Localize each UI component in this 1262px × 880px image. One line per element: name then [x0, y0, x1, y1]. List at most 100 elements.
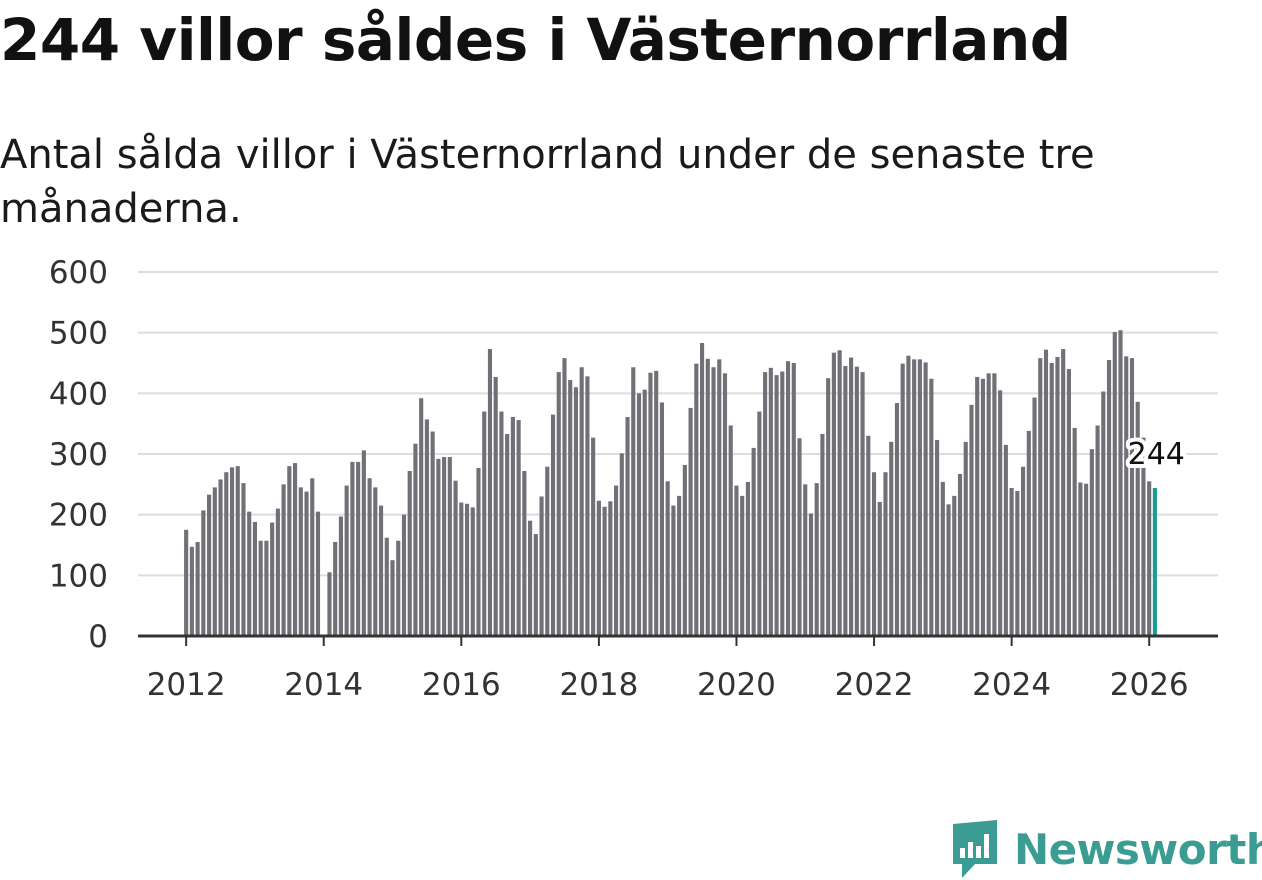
bar [573, 387, 579, 636]
chart-subtitle: Antal sålda villor i Västernorrland unde… [0, 132, 1095, 232]
bar [843, 366, 848, 636]
bar [522, 470, 527, 636]
bar [464, 503, 470, 636]
bar [957, 474, 963, 636]
bar [1021, 466, 1026, 636]
bar [1032, 397, 1037, 636]
bar [757, 411, 762, 636]
bar [831, 352, 836, 636]
bar [780, 371, 785, 636]
bar [453, 480, 458, 636]
bar [356, 461, 361, 636]
bar [917, 359, 922, 636]
bar [814, 483, 819, 636]
x-tick-label: 2020 [697, 667, 776, 703]
bar [373, 487, 378, 636]
bar [1038, 358, 1043, 636]
bar [344, 485, 349, 636]
bar [820, 433, 825, 636]
y-tick-label: 200 [49, 498, 108, 534]
bar [705, 358, 710, 636]
bar [487, 349, 493, 636]
bar [545, 466, 550, 636]
highlight-value-label: 244 [1128, 437, 1185, 472]
bar [258, 540, 263, 636]
bar [1084, 483, 1089, 636]
bar [631, 367, 636, 636]
newsworthy-logo-icon [953, 820, 997, 878]
bar [1141, 437, 1146, 636]
bar [877, 501, 882, 636]
bar [1066, 369, 1071, 636]
bar [270, 522, 275, 636]
bar [963, 441, 968, 636]
bar [470, 507, 475, 636]
bar [642, 389, 647, 636]
x-tick-label: 2022 [835, 667, 914, 703]
x-tick-label: 2014 [284, 667, 363, 703]
bar [1009, 487, 1014, 636]
bar [998, 390, 1003, 636]
bar [980, 378, 985, 636]
bar [287, 466, 292, 636]
bar [797, 438, 802, 636]
bar [768, 367, 773, 636]
bar [654, 370, 659, 636]
bar [241, 483, 246, 636]
bar [740, 495, 745, 636]
bar [184, 529, 189, 636]
bar [591, 437, 596, 636]
y-tick-label: 0 [88, 619, 108, 655]
bar [327, 572, 332, 636]
bar [310, 478, 315, 636]
bar [871, 472, 877, 636]
bar [224, 472, 229, 636]
bar [264, 540, 269, 636]
bar [854, 366, 859, 636]
bar [751, 447, 756, 636]
bar [711, 367, 716, 636]
bar [476, 467, 481, 636]
bar [338, 516, 343, 636]
bar [665, 481, 670, 636]
bar [608, 501, 613, 636]
bar [1147, 481, 1152, 636]
y-tick-label: 400 [49, 376, 108, 412]
bar [367, 478, 372, 636]
bar [247, 511, 252, 636]
brand-name: Newsworthy [1014, 824, 1262, 874]
bar [252, 521, 258, 636]
bar [390, 560, 395, 636]
bar [1118, 330, 1123, 636]
bar [912, 359, 917, 636]
bar [849, 357, 854, 636]
bar [774, 375, 779, 636]
bar [482, 411, 487, 636]
bar [808, 513, 814, 636]
bar [510, 416, 515, 636]
bar [826, 378, 831, 636]
bar [235, 466, 240, 636]
bar [636, 393, 642, 636]
bar [1078, 482, 1083, 636]
x-tick-label: 2024 [972, 667, 1051, 703]
bar [533, 534, 538, 636]
bar [906, 355, 911, 636]
x-tick-label: 2018 [559, 667, 638, 703]
bar [614, 485, 619, 636]
bar [894, 403, 900, 636]
bar [493, 376, 498, 636]
bar [396, 540, 401, 636]
bar [717, 359, 722, 636]
bar [378, 505, 384, 636]
bar [568, 379, 573, 636]
bar [1015, 491, 1020, 636]
bar [1089, 449, 1094, 636]
bar [659, 402, 664, 636]
bar [682, 464, 687, 636]
bar [436, 458, 441, 636]
bar [1026, 430, 1031, 636]
bar [1055, 356, 1060, 636]
bar [1061, 349, 1066, 636]
bar [1112, 332, 1117, 636]
